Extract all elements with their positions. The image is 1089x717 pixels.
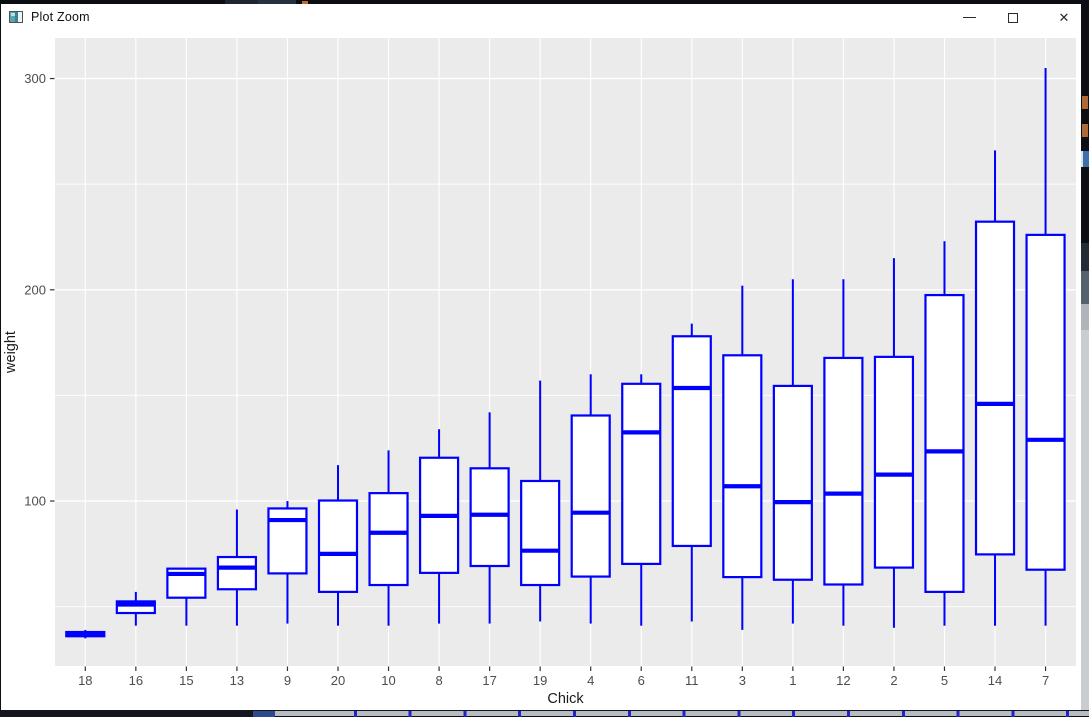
svg-text:1: 1 [789,673,796,688]
backdrop-whisker-marks [276,711,1081,717]
backdrop-fragment [1081,271,1089,304]
backdrop-fragment [0,711,253,717]
svg-text:6: 6 [638,673,645,688]
maximize-button[interactable] [995,4,1031,31]
svg-text:8: 8 [435,673,442,688]
svg-text:12: 12 [836,673,850,688]
svg-text:5: 5 [941,673,948,688]
svg-text:2: 2 [890,673,897,688]
backdrop-fragment [253,711,275,717]
backdrop-fragment [258,0,296,4]
backdrop-right-strip [1081,0,1089,716]
svg-text:3: 3 [739,673,746,688]
backdrop-scrollbar [1081,330,1089,710]
svg-text:16: 16 [129,673,143,688]
svg-text:14: 14 [988,673,1002,688]
svg-text:18: 18 [78,673,92,688]
backdrop-fragment [1081,304,1089,330]
svg-text:7: 7 [1042,673,1049,688]
minimize-button[interactable] [951,4,987,31]
backdrop-bottom-plot-edge [0,710,1089,717]
backdrop-fragment [1082,124,1088,137]
close-button[interactable]: ✕ [1046,4,1082,31]
svg-text:100: 100 [24,494,46,509]
minimize-icon [962,17,976,18]
backdrop-fragment [225,0,258,4]
maximize-icon [1008,12,1018,23]
plot-zoom-window: 100 200 300 18 16 15 13 9 20 10 8 17 19 4 6 11 3 1 12 2 5 14 7… [1,4,1081,710]
svg-text:4: 4 [587,673,594,688]
svg-text:9: 9 [284,673,291,688]
svg-text:13: 13 [230,673,244,688]
title-bar[interactable]: Plot Zoom ✕ [1,4,1081,31]
svg-text:20: 20 [331,673,345,688]
boxplot-chart: 100 200 300 18 16 15 13 9 20 10 8 17 19 4 6 11 3 1 12 2 5 14 7… [3,38,1076,707]
svg-text:17: 17 [482,673,496,688]
svg-text:weight: weight [3,331,19,374]
backdrop-fragment [302,1,308,4]
backdrop-fragment [1081,151,1089,167]
close-icon: ✕ [1058,10,1070,25]
backdrop-fragment [1082,96,1088,109]
backdrop-fragment [1081,243,1089,271]
svg-text:15: 15 [179,673,193,688]
plot-window-icon [9,11,23,23]
backdrop-top-strip [0,0,1089,4]
svg-text:10: 10 [381,673,395,688]
window-title: Plot Zoom [31,10,90,24]
svg-text:Chick: Chick [547,691,584,707]
svg-text:300: 300 [24,71,46,86]
svg-text:11: 11 [685,673,699,688]
svg-text:200: 200 [24,282,46,297]
svg-text:19: 19 [533,673,547,688]
